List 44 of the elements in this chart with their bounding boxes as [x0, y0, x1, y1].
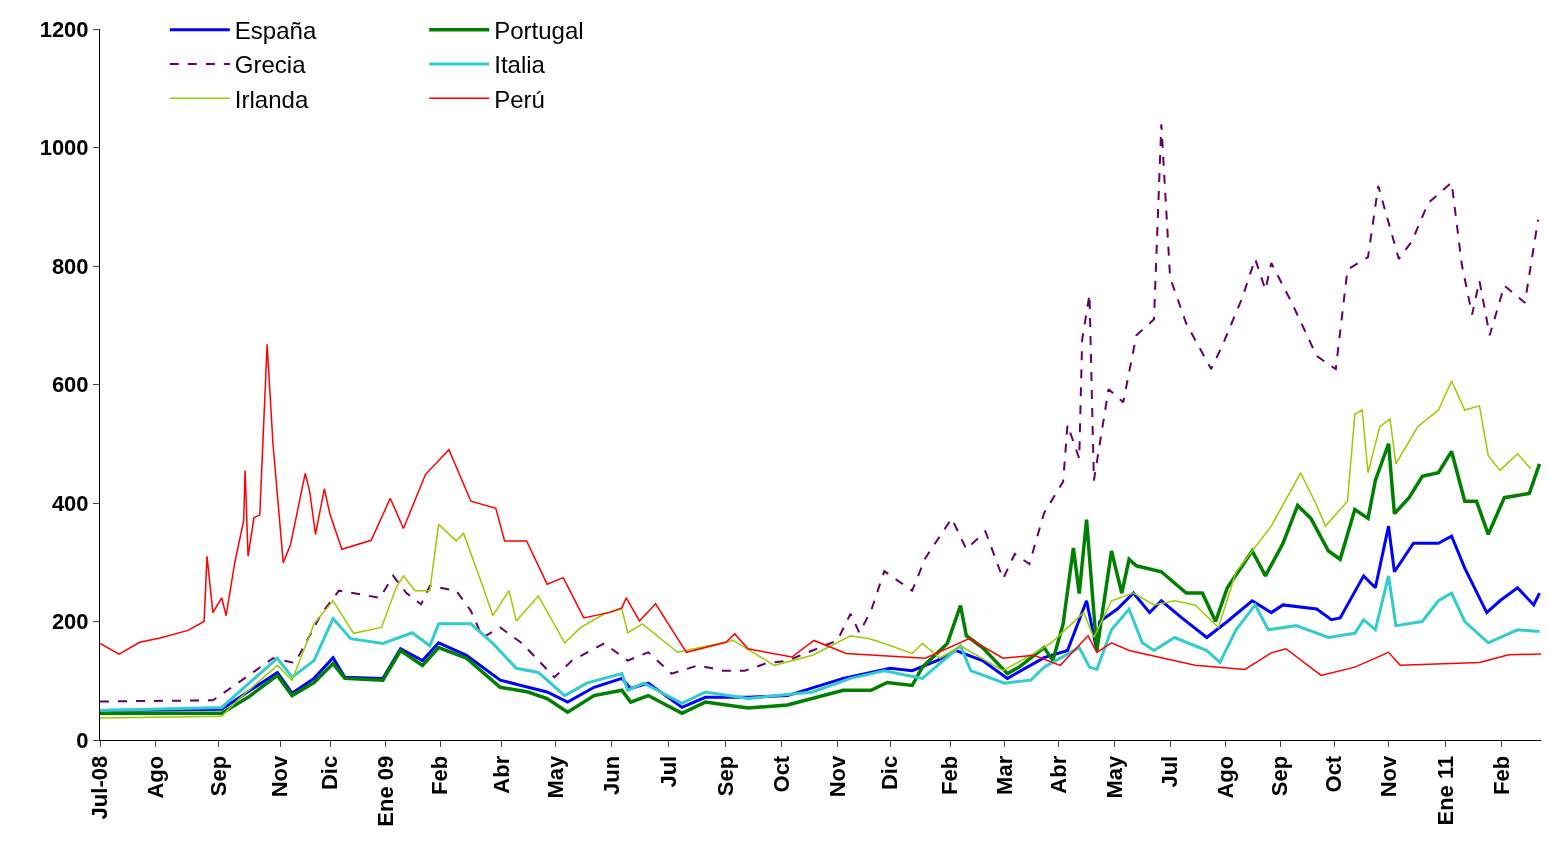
x-tick-label: May — [543, 755, 569, 799]
x-tick-label: Ago — [142, 755, 168, 799]
x-tick-label: Jun — [598, 755, 624, 795]
legend-label: Italia — [494, 51, 546, 79]
x-tick-label: Jul — [655, 755, 681, 788]
x-tick-label: Feb — [937, 755, 963, 795]
legend-label: Irlanda — [234, 85, 309, 113]
x-tick-label: Sep — [713, 755, 739, 797]
line-series — [100, 442, 1541, 716]
y-tick-label: 600 — [51, 372, 89, 398]
legend-label: Grecia — [234, 51, 307, 79]
y-tick-label: 1000 — [39, 135, 89, 161]
x-tick-label: Abr — [1045, 755, 1071, 794]
x-tick-label: Sep — [1267, 755, 1293, 797]
x-tick-label: Feb — [427, 755, 453, 795]
y-tick-label: 400 — [51, 490, 89, 516]
x-tick-label: Jul-08 — [87, 755, 113, 820]
y-tick-label: 1200 — [39, 16, 89, 42]
line-series — [100, 574, 1541, 712]
y-tick-label: 200 — [51, 609, 89, 635]
line-series — [100, 380, 1532, 719]
x-tick-label: Abr — [488, 755, 514, 794]
x-tick-label: Nov — [824, 755, 850, 798]
legend-label: España — [234, 17, 317, 45]
x-tick-label: Ene 11 — [1432, 755, 1458, 826]
x-tick-label: Nov — [267, 755, 293, 798]
x-tick-label: Ago — [1212, 755, 1238, 799]
y-tick-label: 800 — [51, 253, 89, 279]
x-tick-label: Feb — [1488, 755, 1514, 795]
line-series — [100, 343, 1541, 677]
x-tick-label: Mar — [991, 755, 1017, 795]
x-tick-label: Oct — [768, 755, 794, 793]
x-tick-label: Oct — [1321, 755, 1347, 793]
x-tick-label: Ene 09 — [373, 755, 398, 827]
x-tick-label: Dic — [317, 755, 343, 791]
x-tick-label: Nov — [1375, 755, 1401, 798]
legend-label: Portugal — [494, 17, 584, 45]
x-tick-label: Sep — [205, 755, 231, 797]
line-series — [100, 123, 1540, 703]
y-tick-label: 0 — [76, 727, 89, 753]
x-tick-label: May — [1101, 755, 1127, 799]
x-tick-label: Dic — [877, 755, 903, 791]
legend-label: Perú — [494, 85, 545, 113]
x-tick-label: Jul — [1157, 755, 1183, 788]
